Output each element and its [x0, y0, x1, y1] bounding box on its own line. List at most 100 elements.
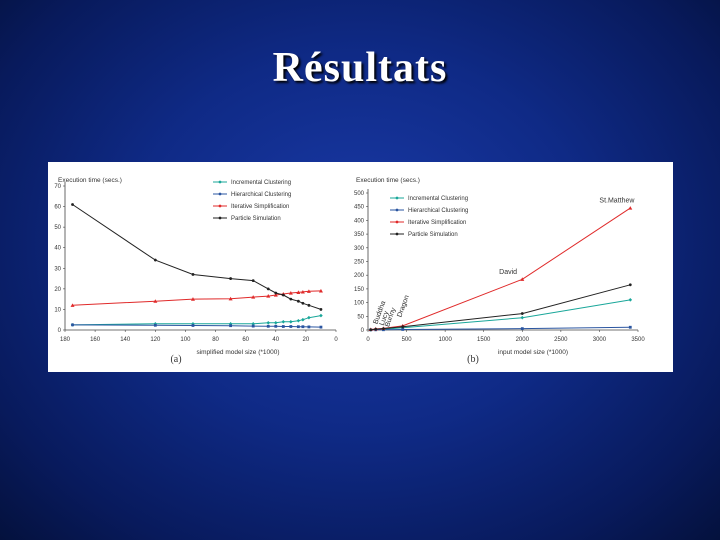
data-point-hierarchical: [281, 325, 285, 328]
panel-label-0: (a): [170, 354, 181, 365]
data-point-iterative: [70, 303, 75, 307]
data-point-iterative: [228, 296, 233, 301]
y-axis-label-0: Execution time (secs.): [58, 177, 122, 184]
data-point-hierarchical: [289, 325, 293, 328]
annotation-bunny: Bunny: [384, 306, 398, 328]
data-point-iterative: [266, 294, 271, 298]
y-tick-label-0: 20: [54, 287, 61, 293]
data-point-hierarchical: [296, 325, 300, 329]
legend-label-incremental-0: Incremental Clustering: [231, 180, 291, 186]
y-tick-label-0: 30: [54, 266, 61, 272]
data-point-incremental: [281, 319, 286, 324]
data-point-incremental: [319, 313, 323, 318]
data-point-particle: [520, 312, 524, 315]
data-point-incremental: [266, 321, 271, 325]
x-tick-label-0: 40: [272, 337, 279, 343]
x-tick-label-0: 180: [60, 337, 71, 343]
y-tick-label-1: 350: [354, 232, 365, 238]
x-tick-label-0: 160: [90, 337, 101, 343]
legend-label-hierarchical-0: Hierarchical Clustering: [231, 192, 291, 198]
y-tick-label-0: 10: [54, 307, 61, 313]
data-point-particle: [628, 283, 632, 287]
data-point-particle: [289, 297, 293, 301]
x-tick-label-0: 0: [334, 337, 338, 343]
legend-marker-incremental-1: [395, 196, 399, 200]
x-tick-label-0: 100: [180, 337, 191, 343]
data-point-incremental: [153, 322, 158, 326]
data-point-iterative: [520, 277, 525, 281]
annotation-david: David: [499, 269, 517, 276]
data-point-particle: [266, 287, 270, 291]
legend-marker-incremental-0: [218, 180, 222, 184]
y-tick-label-1: 100: [354, 301, 365, 307]
data-point-iterative: [300, 289, 305, 294]
data-point-hierarchical: [266, 324, 270, 328]
y-tick-label-1: 0: [361, 328, 365, 334]
x-tick-label-1: 2000: [516, 337, 530, 343]
data-point-hierarchical: [71, 323, 74, 327]
annotation-lucy: Lucy: [379, 310, 391, 327]
data-point-iterative: [190, 297, 195, 301]
data-point-hierarchical: [401, 328, 405, 331]
data-point-hierarchical: [628, 325, 632, 329]
legend-label-particle-1: Particle Simulation: [408, 232, 458, 238]
data-point-iterative: [153, 299, 158, 303]
x-axis-label-0: simplified model size (*1000): [196, 349, 279, 356]
data-point-hierarchical: [191, 324, 195, 327]
y-tick-label-1: 150: [354, 287, 365, 293]
x-axis-label-1: input model size (*1000): [498, 349, 568, 356]
data-point-incremental: [628, 298, 633, 302]
data-point-iterative: [628, 206, 633, 210]
data-point-particle: [191, 273, 195, 276]
legend-label-iterative-1: Iterative Simplification: [408, 220, 466, 226]
x-tick-label-0: 80: [212, 337, 219, 343]
data-point-particle: [274, 291, 278, 295]
data-point-particle: [307, 303, 311, 307]
data-point-incremental: [289, 319, 293, 324]
annotation-dragon: Dragon: [396, 294, 410, 318]
data-point-hierarchical: [153, 323, 157, 327]
legend-label-iterative-0: Iterative Simplification: [231, 204, 289, 210]
data-point-hierarchical: [229, 324, 233, 328]
legend-marker-particle-0: [218, 216, 222, 220]
legend-label-hierarchical-1: Hierarchical Clustering: [408, 208, 468, 214]
legend-label-particle-0: Particle Simulation: [231, 216, 281, 222]
x-tick-label-0: 20: [303, 337, 310, 343]
annotation-st-matthew: St.Matthew: [599, 198, 635, 205]
data-point-particle: [382, 327, 385, 331]
y-tick-label-1: 250: [354, 260, 365, 266]
results-figure: 0 10 20 30 40 50 60 70 180 160 140 120 100 80 60 40 20 0 E…: [48, 162, 673, 372]
series-line-incremental-1: [370, 299, 631, 331]
data-point-incremental: [273, 321, 278, 325]
data-point-hierarchical: [319, 325, 323, 329]
legend-marker-hierarchical-0: [218, 192, 222, 196]
data-point-iterative: [273, 293, 278, 297]
y-tick-label-1: 300: [354, 246, 365, 252]
y-tick-label-0: 40: [54, 246, 61, 252]
y-tick-label-1: 500: [354, 191, 365, 197]
data-point-particle: [281, 293, 285, 297]
series-line-incremental-0: [72, 315, 321, 326]
data-point-particle: [153, 258, 157, 262]
data-point-particle: [401, 325, 405, 329]
data-point-particle: [301, 301, 305, 305]
legend-marker-hierarchical-1: [395, 208, 399, 212]
data-point-particle: [369, 328, 373, 332]
data-point-hierarchical: [301, 325, 305, 329]
y-tick-label-1: 450: [354, 205, 365, 211]
data-point-hierarchical: [251, 324, 255, 328]
data-point-iterative: [251, 295, 256, 299]
data-point-incremental: [251, 322, 255, 326]
x-tick-label-1: 2500: [554, 337, 568, 343]
x-tick-label-1: 1000: [438, 337, 452, 343]
data-point-particle: [374, 327, 378, 331]
legend-marker-iterative-1: [395, 220, 399, 224]
data-point-particle: [71, 203, 74, 206]
slide-title: Résultats: [272, 45, 448, 91]
data-point-particle: [229, 277, 233, 280]
panel-label-1: (b): [467, 354, 479, 365]
x-tick-label-1: 1500: [477, 337, 491, 343]
y-tick-label-0: 0: [58, 328, 62, 334]
data-point-incremental: [520, 315, 525, 320]
